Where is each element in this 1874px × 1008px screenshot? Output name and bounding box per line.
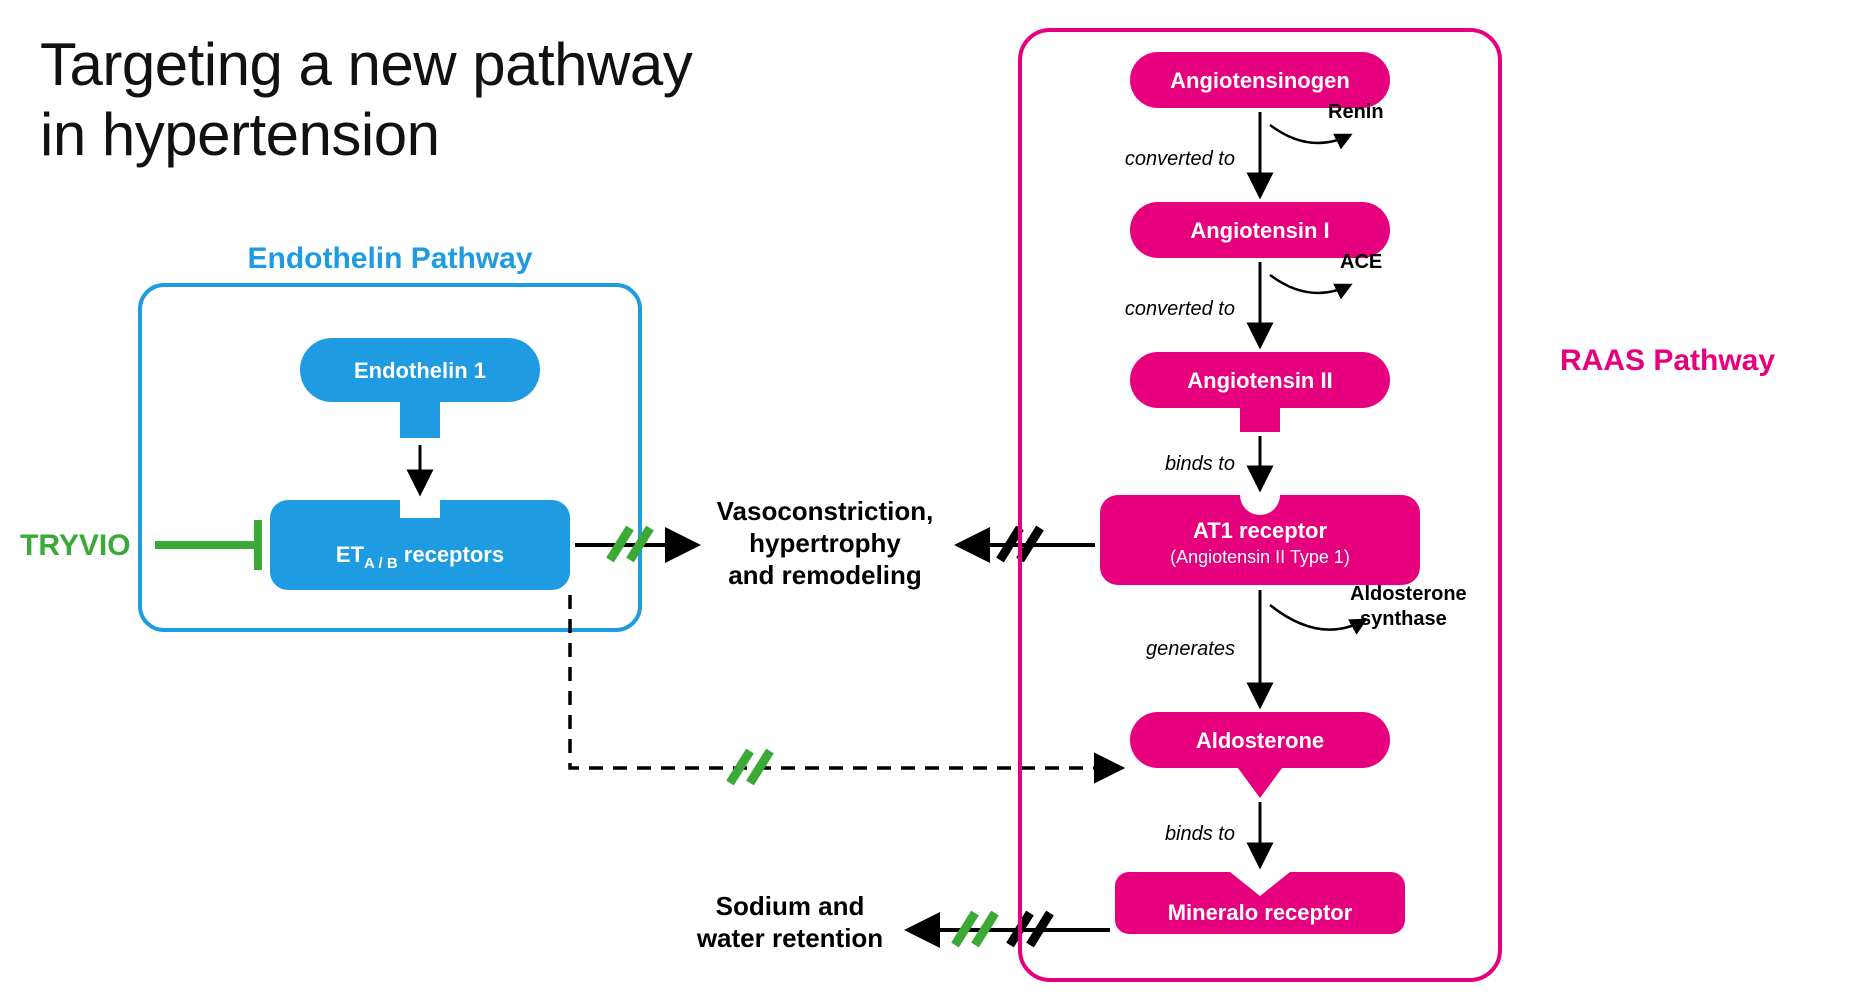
outcome-sodium: Sodium and water retention (696, 891, 883, 953)
label-angiotensin2: Angiotensin II (1187, 368, 1332, 393)
label-vaso-2: hypertrophy (749, 528, 901, 558)
page-title-line2: in hypertension (40, 101, 439, 168)
label-vaso-1: Vasoconstriction, (717, 496, 934, 526)
label-angiotensinogen: Angiotensinogen (1170, 68, 1350, 93)
node-aldosterone: Aldosterone (1130, 712, 1390, 798)
label-tryvio: TRYVIO (20, 529, 131, 562)
label-generates: generates (1146, 638, 1235, 660)
label-mineralo: Mineralo receptor (1168, 900, 1353, 925)
label-endothelin1: Endothelin 1 (354, 358, 486, 383)
node-mineralo-receptor: Mineralo receptor (1115, 872, 1405, 934)
node-at1-receptor: AT1 receptor (Angiotensin II Type 1) (1100, 495, 1420, 585)
outcome-vasoconstriction: Vasoconstriction, hypertrophy and remode… (717, 496, 934, 590)
label-renin: Renin (1328, 101, 1384, 123)
label-at1: AT1 receptor (1193, 518, 1328, 543)
page-title-line1: Targeting a new pathway (40, 31, 693, 98)
label-angiotensin1: Angiotensin I (1190, 218, 1329, 243)
arrow-etab-to-vaso (575, 528, 695, 560)
arrow-mineralo-to-sodium (910, 913, 1110, 945)
enzyme-curve-aldosynth (1270, 605, 1365, 630)
raas-box-title: RAAS Pathway (1560, 344, 1775, 377)
label-aldosterone: Aldosterone (1196, 728, 1324, 753)
label-vaso-3: and remodeling (728, 560, 922, 590)
raas-pathway: RAAS Pathway Angiotensinogen converted t… (1020, 30, 1775, 980)
label-converted-to-2: converted to (1125, 298, 1235, 320)
label-na-1: Sodium and (716, 891, 865, 921)
label-na-2: water retention (696, 923, 883, 953)
enzyme-curve-ace (1270, 275, 1350, 293)
endothelin-pathway: Endothelin Pathway Endothelin 1 ETA / B … (140, 242, 640, 630)
label-ace: ACE (1340, 251, 1382, 273)
node-endothelin1: Endothelin 1 (300, 338, 540, 438)
label-binds-to-1: binds to (1165, 453, 1235, 475)
label-aldosynth-1: Aldosterone (1350, 583, 1467, 605)
node-etab-receptors: ETA / B receptors (270, 498, 570, 590)
arrow-at1-to-vaso (960, 528, 1095, 560)
pathway-diagram: Targeting a new pathway in hypertension … (0, 0, 1874, 1008)
node-angiotensin2: Angiotensin II (1130, 352, 1390, 432)
label-binds-to-2: binds to (1165, 823, 1235, 845)
arrow-etab-to-aldosterone (570, 595, 1120, 783)
label-at1-sub: (Angiotensin II Type 1) (1170, 547, 1350, 567)
enzyme-curve-renin (1270, 125, 1350, 143)
endothelin-box-title: Endothelin Pathway (247, 242, 532, 275)
label-aldosynth-2: synthase (1360, 608, 1447, 630)
label-converted-to-1: converted to (1125, 148, 1235, 170)
